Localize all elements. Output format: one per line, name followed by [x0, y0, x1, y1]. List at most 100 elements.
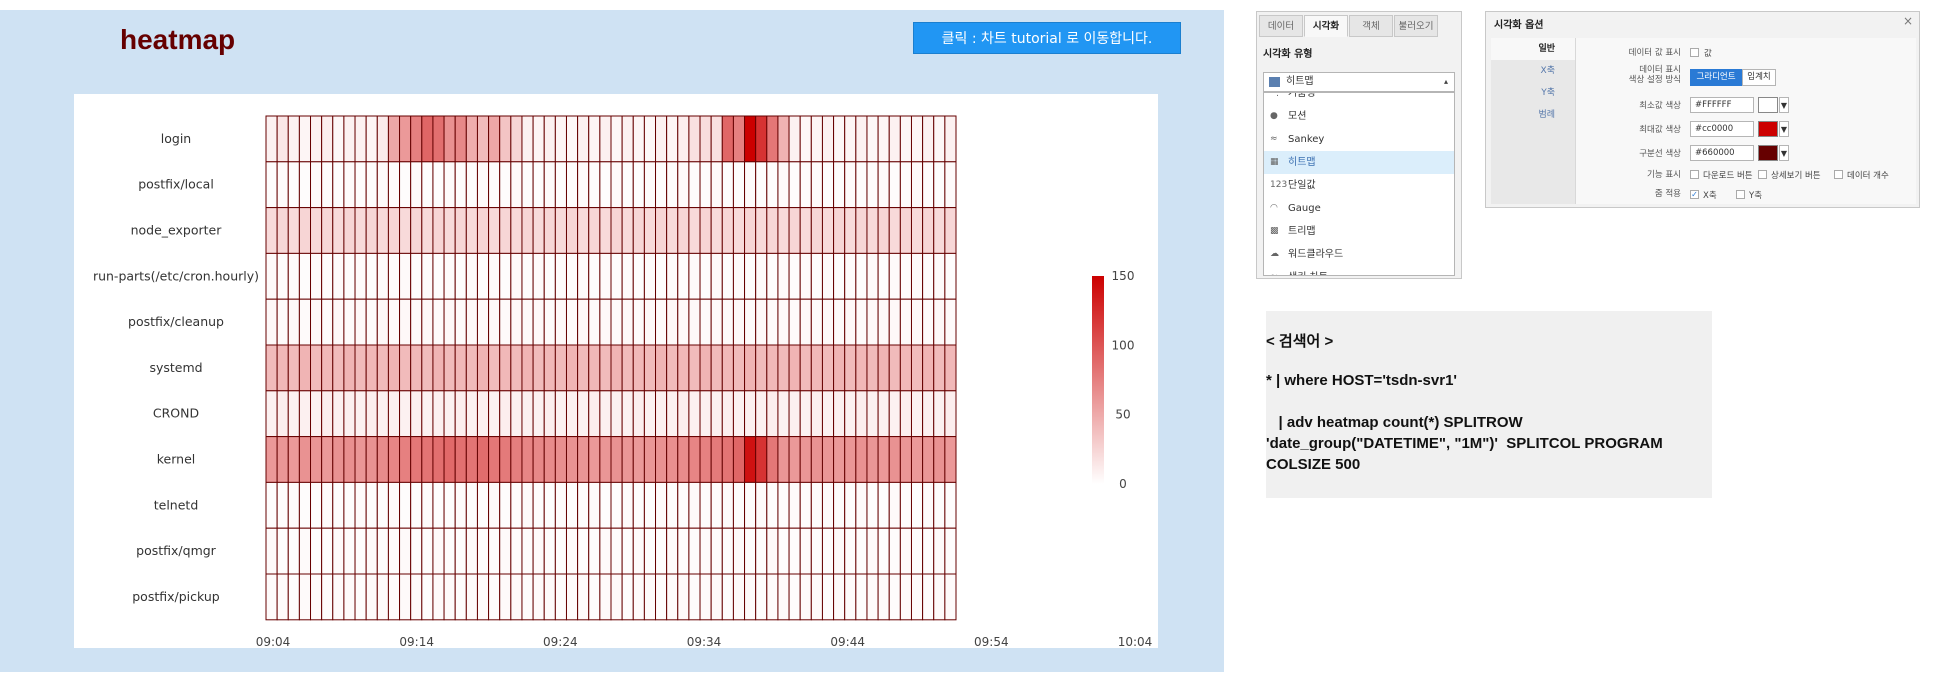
heatmap-cell[interactable]: [410, 481, 423, 529]
heatmap-cell[interactable]: [298, 207, 312, 254]
heatmap-cell[interactable]: [699, 573, 712, 621]
heatmap-cell[interactable]: [588, 344, 601, 392]
heatmap-cell[interactable]: [265, 298, 278, 346]
heatmap-cell[interactable]: [399, 161, 412, 209]
viz-type-option[interactable]: ≈ 생키 차트: [1264, 266, 1454, 275]
heatmap-cell[interactable]: [755, 481, 768, 529]
heatmap-cell[interactable]: [833, 481, 846, 529]
heatmap-cell[interactable]: [421, 481, 434, 529]
heatmap-cell[interactable]: [922, 207, 935, 254]
heatmap-cell[interactable]: [565, 298, 579, 346]
heatmap-cell[interactable]: [499, 390, 512, 438]
heatmap-cell[interactable]: [744, 344, 757, 392]
heatmap-cell[interactable]: [387, 344, 401, 392]
heatmap-cell[interactable]: [343, 115, 356, 163]
heatmap-cell[interactable]: [788, 390, 801, 438]
heatmap-cell[interactable]: [432, 436, 445, 483]
heatmap-cell[interactable]: [933, 298, 946, 346]
heatmap-cell[interactable]: [677, 390, 690, 438]
heatmap-cell[interactable]: [666, 436, 679, 483]
heatmap-cell[interactable]: [510, 252, 523, 300]
heatmap-cell[interactable]: [866, 481, 879, 529]
heatmap-cell[interactable]: [899, 252, 912, 300]
heatmap-cell[interactable]: [354, 298, 367, 346]
heatmap-cell[interactable]: [321, 436, 334, 483]
heatmap-cell[interactable]: [899, 115, 912, 163]
heatmap-cell[interactable]: [310, 161, 323, 209]
heatmap-cell[interactable]: [933, 573, 946, 621]
heatmap-cell[interactable]: [610, 527, 623, 575]
heatmap-cell[interactable]: [621, 481, 634, 529]
heatmap-cell[interactable]: [721, 527, 734, 575]
heatmap-cell[interactable]: [565, 527, 579, 575]
heatmap-cell[interactable]: [499, 481, 512, 529]
heatmap-cell[interactable]: [265, 527, 278, 575]
heatmap-cell[interactable]: [621, 207, 634, 254]
heatmap-cell[interactable]: [632, 252, 645, 300]
heatmap-cell[interactable]: [354, 436, 367, 483]
min-color-swatch[interactable]: [1758, 97, 1778, 113]
heatmap-cell[interactable]: [821, 527, 835, 575]
heatmap-cell[interactable]: [499, 207, 512, 254]
heatmap-cell[interactable]: [821, 436, 835, 483]
heatmap-cell[interactable]: [910, 481, 924, 529]
heatmap-cell[interactable]: [510, 161, 523, 209]
heatmap-cell[interactable]: [443, 115, 456, 163]
heatmap-cell[interactable]: [699, 115, 712, 163]
heatmap-cell[interactable]: [810, 436, 823, 483]
heatmap-cell[interactable]: [755, 344, 768, 392]
heatmap-cell[interactable]: [565, 207, 579, 254]
heatmap-cell[interactable]: [554, 481, 567, 529]
heatmap-cell[interactable]: [855, 527, 868, 575]
heatmap-cell[interactable]: [632, 115, 645, 163]
heatmap-cell[interactable]: [877, 207, 890, 254]
heatmap-cell[interactable]: [610, 207, 623, 254]
heatmap-cell[interactable]: [643, 207, 657, 254]
heatmap-cell[interactable]: [766, 298, 779, 346]
heatmap-cell[interactable]: [877, 436, 890, 483]
heatmap-cell[interactable]: [899, 207, 912, 254]
heatmap-cell[interactable]: [465, 252, 478, 300]
heatmap-cell[interactable]: [922, 252, 935, 300]
heatmap-cell[interactable]: [577, 436, 590, 483]
border-color-swatch[interactable]: [1758, 145, 1778, 161]
heatmap-cell[interactable]: [354, 161, 367, 209]
heatmap-cell[interactable]: [265, 344, 278, 392]
heatmap-cell[interactable]: [688, 161, 701, 209]
heatmap-cell[interactable]: [265, 573, 278, 621]
heatmap-cell[interactable]: [354, 527, 367, 575]
heatmap-cell[interactable]: [443, 252, 456, 300]
heatmap-cell[interactable]: [788, 252, 801, 300]
heatmap-cell[interactable]: [443, 573, 456, 621]
heatmap-cell[interactable]: [621, 527, 634, 575]
heatmap-cell[interactable]: [910, 161, 924, 209]
heatmap-cell[interactable]: [399, 481, 412, 529]
heatmap-cell[interactable]: [421, 390, 434, 438]
heatmap-cell[interactable]: [855, 115, 868, 163]
heatmap-cell[interactable]: [332, 298, 345, 346]
heatmap-cell[interactable]: [454, 115, 467, 163]
heatmap-cell[interactable]: [265, 436, 278, 483]
heatmap-cell[interactable]: [387, 115, 401, 163]
heatmap-cell[interactable]: [833, 298, 846, 346]
heatmap-cell[interactable]: [287, 344, 300, 392]
heatmap-cell[interactable]: [410, 344, 423, 392]
heatmap-cell[interactable]: [298, 344, 312, 392]
heatmap-cell[interactable]: [732, 344, 746, 392]
heatmap-cell[interactable]: [387, 252, 401, 300]
heatmap-cell[interactable]: [287, 573, 300, 621]
heatmap-cell[interactable]: [766, 481, 779, 529]
heatmap-cell[interactable]: [332, 115, 345, 163]
heatmap-cell[interactable]: [666, 161, 679, 209]
heatmap-cell[interactable]: [933, 436, 946, 483]
heatmap-cell[interactable]: [866, 527, 879, 575]
heatmap-cell[interactable]: [655, 252, 668, 300]
heatmap-cell[interactable]: [744, 207, 757, 254]
heatmap-cell[interactable]: [666, 573, 679, 621]
tab-load[interactable]: 불러오기: [1394, 15, 1438, 37]
heatmap-cell[interactable]: [476, 481, 490, 529]
heatmap-cell[interactable]: [287, 298, 300, 346]
heatmap-cell[interactable]: [287, 436, 300, 483]
heatmap-cell[interactable]: [788, 298, 801, 346]
heatmap-cell[interactable]: [588, 390, 601, 438]
